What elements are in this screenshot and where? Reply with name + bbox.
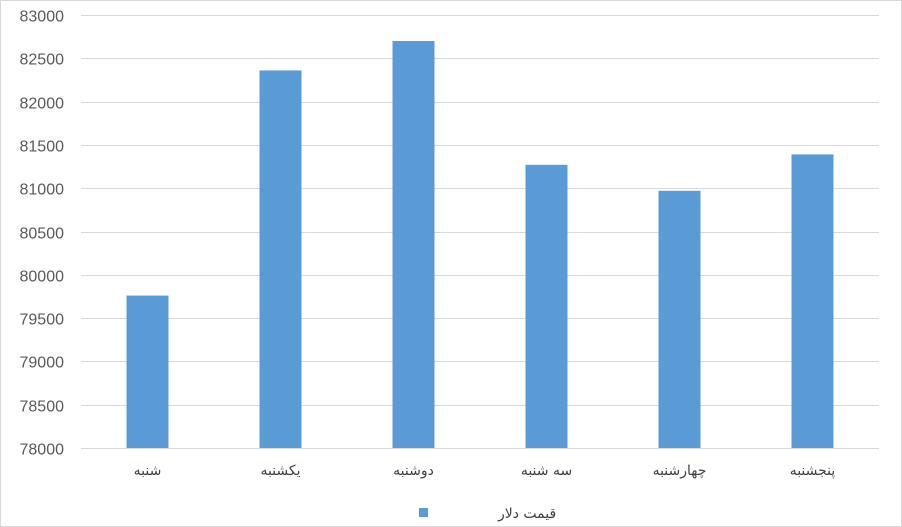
legend-swatch	[419, 508, 428, 517]
x-category-label: شنبه	[134, 463, 162, 479]
y-tick-label: 82500	[20, 52, 65, 69]
x-category-label: یکشنبه	[260, 463, 300, 479]
bar	[658, 190, 701, 448]
y-tick-label: 79500	[20, 312, 65, 329]
bars	[126, 40, 834, 448]
bar	[791, 154, 834, 448]
y-tick-label: 81500	[20, 139, 65, 156]
x-category-label: دوشنبه	[393, 463, 434, 479]
bar	[525, 164, 568, 448]
legend-label: قیمت دلار	[497, 506, 556, 522]
bar	[126, 295, 169, 448]
y-axis-tick-labels: 78000 78500 79000 79500 80000 80500 81000 81500…	[20, 9, 65, 459]
x-category-label: سه شنبه	[521, 463, 572, 479]
x-category-label: پنجشنبه	[790, 463, 836, 479]
x-category-label: چهارشنبه	[653, 463, 707, 479]
bar	[259, 70, 302, 448]
y-tick-label: 80000	[20, 269, 65, 286]
legend: قیمت دلار	[419, 506, 556, 522]
y-tick-label: 78000	[20, 442, 65, 459]
y-tick-label: 78500	[20, 399, 65, 416]
x-axis-category-labels: شنبه یکشنبه دوشنبه سه شنبه چهارشنبه پنجشنبه	[134, 463, 836, 479]
y-tick-label: 83000	[20, 9, 65, 26]
y-tick-label: 80500	[20, 226, 65, 243]
bar	[392, 40, 435, 448]
y-tick-label: 81000	[20, 182, 65, 199]
y-tick-label: 79000	[20, 355, 65, 372]
y-tick-label: 82000	[20, 96, 65, 113]
gridlines	[81, 15, 879, 449]
